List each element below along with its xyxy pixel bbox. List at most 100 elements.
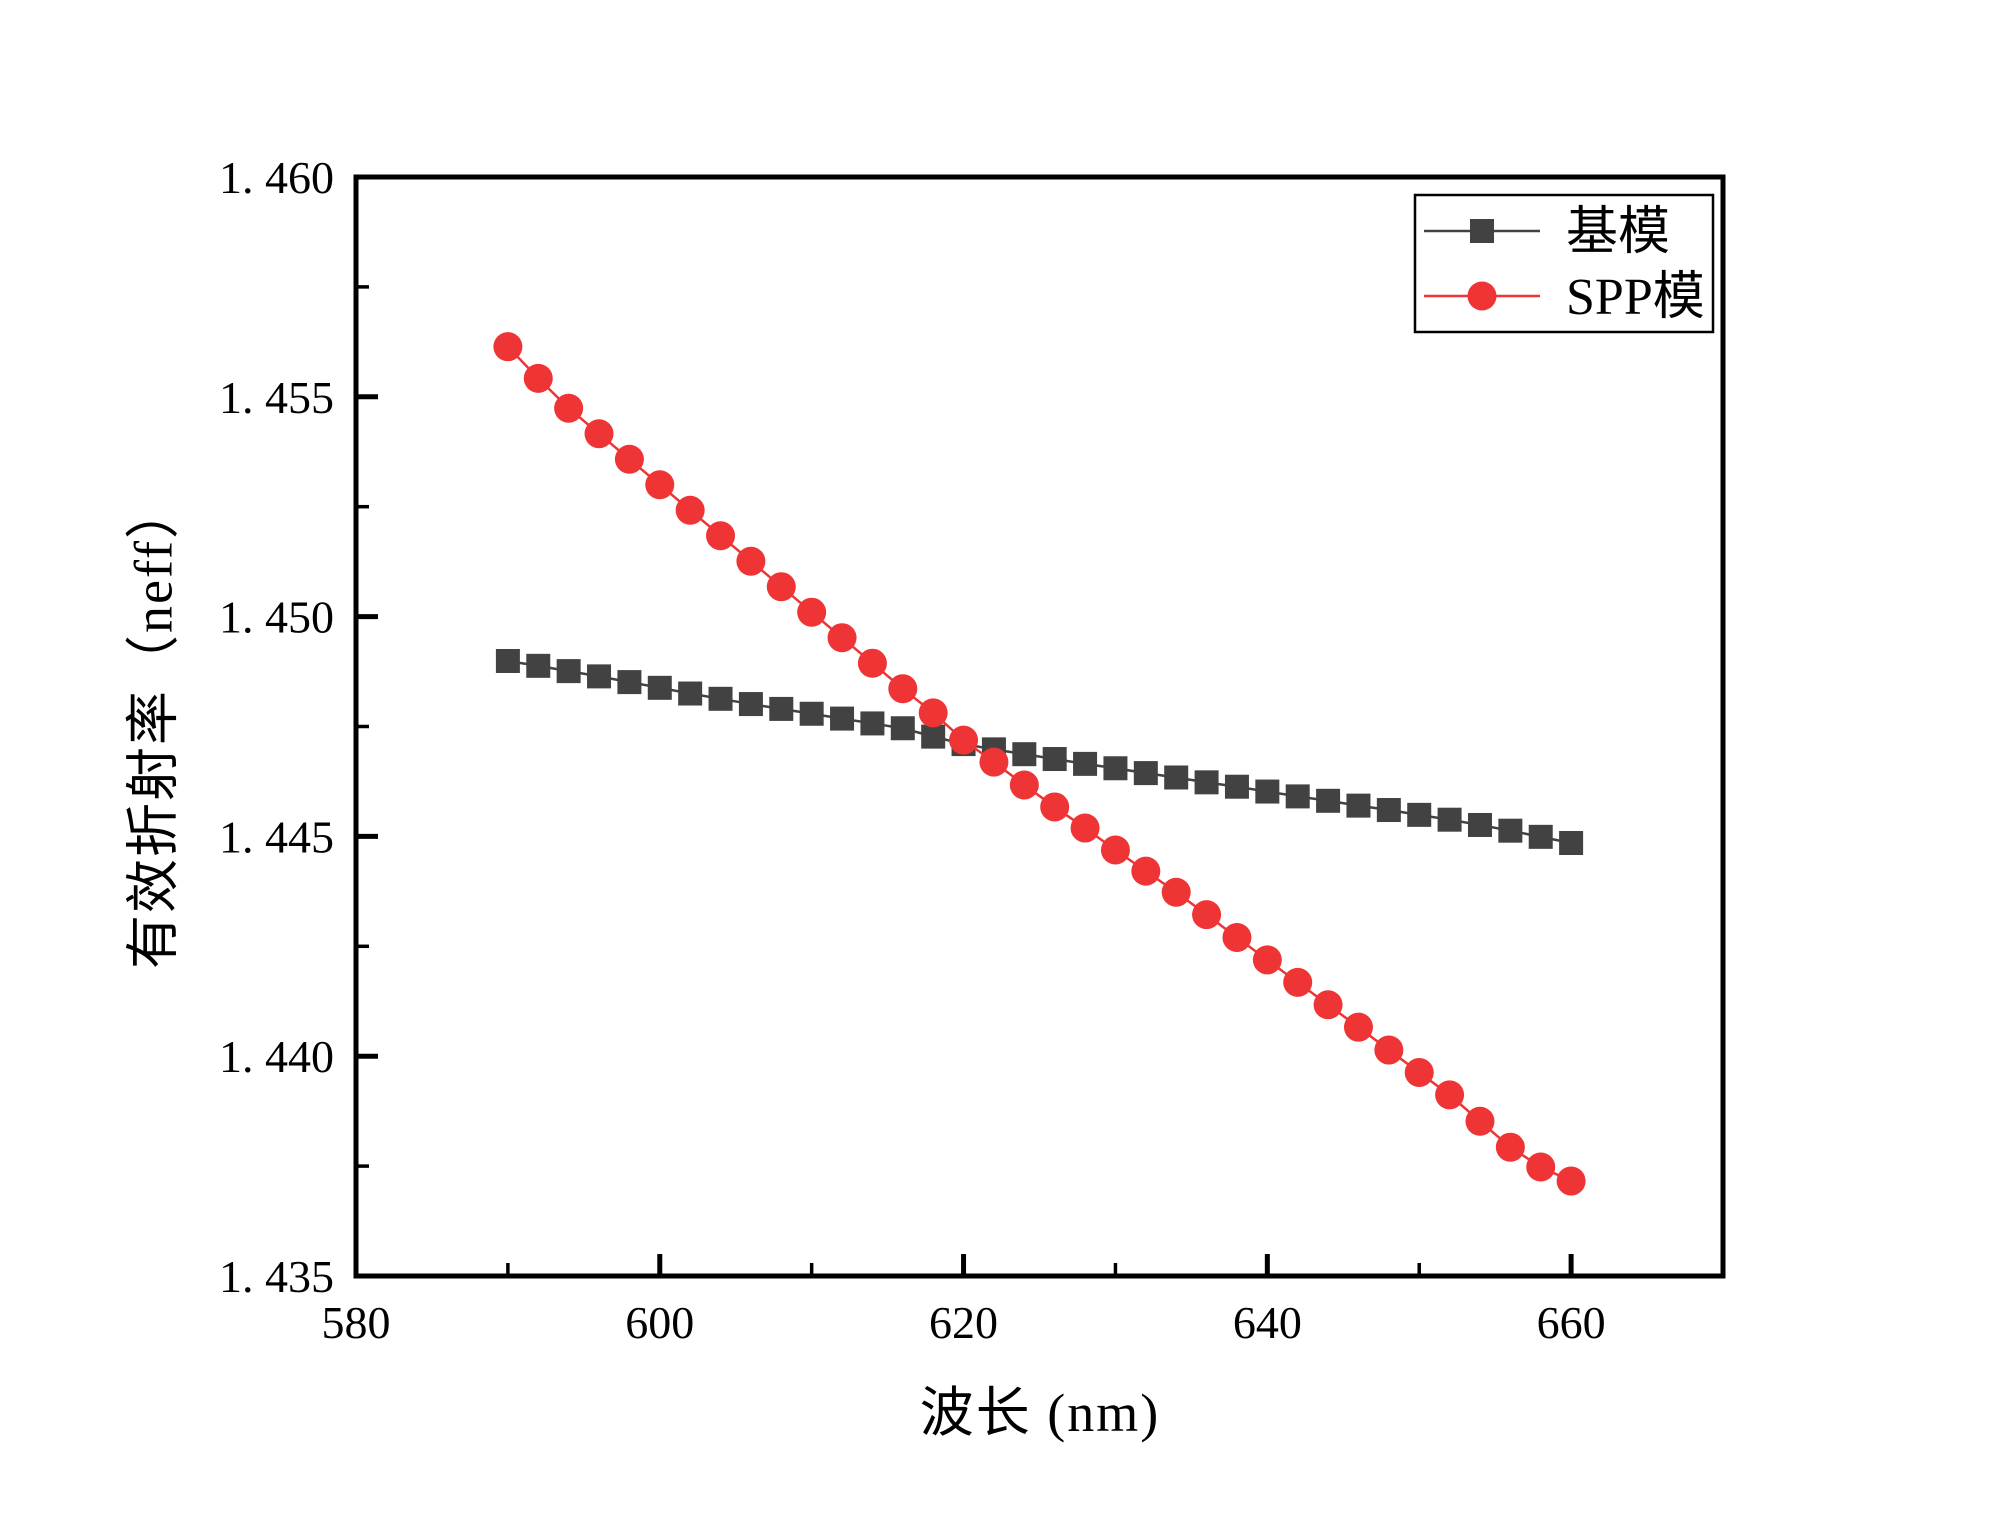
square-marker — [769, 696, 794, 721]
circle-marker — [584, 419, 614, 449]
square-marker — [860, 711, 885, 736]
y-axis-ticks: 1. 435 1. 440 1. 445 1. 450 1. 455 1. 460 — [219, 152, 378, 1302]
circle-marker — [1100, 835, 1130, 865]
square-marker — [1528, 824, 1553, 849]
square-marker — [830, 706, 855, 731]
square-marker — [556, 659, 581, 684]
legend-label: SPP模 — [1566, 269, 1705, 326]
circle-marker — [1313, 990, 1343, 1020]
square-marker — [1376, 798, 1401, 823]
circle-marker — [1435, 1080, 1465, 1110]
square-marker — [1467, 812, 1492, 837]
series-markers — [493, 332, 1586, 1196]
circle-marker — [1556, 1166, 1586, 1196]
square-marker — [1164, 765, 1189, 790]
circle-marker — [1070, 813, 1100, 843]
circle-marker — [645, 470, 675, 500]
square-marker — [587, 664, 612, 689]
y-tick-label: 1. 435 — [219, 1251, 334, 1302]
square-marker — [1316, 788, 1341, 813]
circle-marker — [1374, 1035, 1404, 1065]
circle-marker — [614, 444, 644, 474]
x-axis-title: 波长 (nm) — [919, 1383, 1161, 1443]
x-tick-label: 660 — [1537, 1297, 1606, 1348]
x-tick-label: 620 — [929, 1297, 998, 1348]
square-marker — [1559, 830, 1584, 855]
legend-label: 基模 — [1566, 204, 1670, 261]
legend-box: 基模 SPP模 — [1413, 193, 1715, 334]
circle-marker — [554, 393, 584, 423]
series-markers — [495, 648, 1584, 855]
plot-border — [353, 174, 1726, 1279]
x-axis-ticks: 580 600 620 640 660 — [322, 1254, 1725, 1348]
square-marker — [1194, 770, 1219, 795]
x-tick-label: 600 — [625, 1297, 694, 1348]
square-marker — [1224, 774, 1249, 799]
circle-marker — [1009, 770, 1039, 800]
circle-marker — [1040, 792, 1070, 822]
square-marker — [1285, 784, 1310, 809]
square-marker — [1073, 751, 1098, 776]
circle-marker — [766, 572, 796, 602]
circle-marker — [1222, 923, 1252, 953]
legend-circle-marker — [1467, 281, 1497, 311]
y-tick-label: 1. 455 — [219, 372, 334, 423]
circle-marker — [675, 495, 705, 525]
legend-border — [1413, 193, 1715, 334]
square-marker — [617, 670, 642, 695]
circle-marker — [1404, 1057, 1434, 1087]
circle-marker — [949, 725, 979, 755]
circle-marker — [1495, 1132, 1525, 1162]
circle-marker — [1465, 1106, 1495, 1136]
legend-square-marker — [1470, 219, 1494, 243]
circle-marker — [706, 521, 736, 551]
circle-marker — [1526, 1152, 1556, 1182]
square-marker — [890, 716, 915, 741]
circle-marker — [493, 332, 523, 362]
square-marker — [1407, 802, 1432, 827]
circle-marker — [736, 546, 766, 576]
x-tick-label: 580 — [322, 1297, 391, 1348]
y-tick-label: 1. 460 — [219, 152, 334, 203]
circle-marker — [1161, 877, 1191, 907]
square-marker — [678, 681, 703, 706]
square-marker — [1042, 747, 1067, 772]
circle-marker — [888, 674, 918, 704]
circle-marker — [827, 623, 857, 653]
circle-marker — [918, 698, 948, 728]
square-marker — [1346, 793, 1371, 818]
series-spp-mode — [493, 332, 1586, 1196]
series-line — [506, 345, 1572, 1183]
square-marker — [647, 675, 672, 700]
y-tick-label: 1. 440 — [219, 1031, 334, 1082]
x-tick-label: 640 — [1233, 1297, 1302, 1348]
y-axis-title: 有效折射率（neff） — [123, 483, 184, 969]
square-marker — [526, 653, 551, 678]
legend-item: SPP模 — [1424, 269, 1705, 326]
series-fundamental-mode — [495, 648, 1584, 855]
square-marker — [1498, 818, 1523, 843]
square-marker — [1103, 756, 1128, 781]
legend-item: 基模 — [1424, 204, 1670, 261]
circle-marker — [1252, 945, 1282, 975]
circle-marker — [797, 597, 827, 627]
circle-marker — [1343, 1012, 1373, 1042]
circle-marker — [523, 363, 553, 393]
square-marker — [799, 701, 824, 726]
circle-marker — [1283, 967, 1313, 997]
square-marker — [1012, 742, 1037, 767]
square-marker — [495, 648, 520, 673]
square-marker — [1255, 779, 1280, 804]
square-marker — [1437, 807, 1462, 832]
square-marker — [1133, 761, 1158, 786]
square-marker — [738, 692, 763, 717]
square-marker — [708, 686, 733, 711]
circle-marker — [1131, 856, 1161, 886]
square-marker — [921, 724, 946, 749]
y-tick-label: 1. 445 — [219, 811, 334, 862]
circle-marker — [979, 747, 1009, 777]
circle-marker — [1192, 900, 1222, 930]
y-tick-label: 1. 450 — [219, 592, 334, 643]
